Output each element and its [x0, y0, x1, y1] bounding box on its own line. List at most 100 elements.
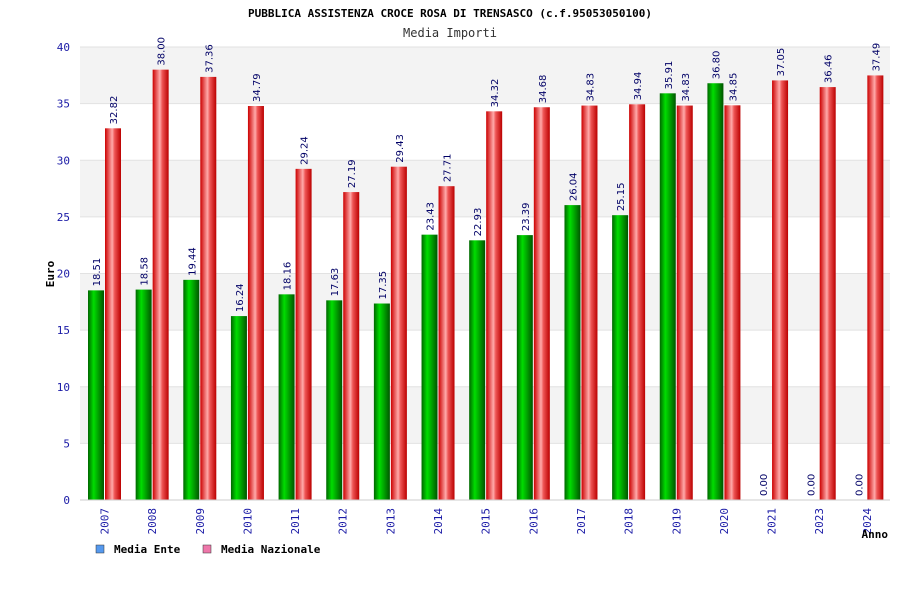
- bar-media-nazionale-2015: [486, 111, 503, 501]
- x-tick-label: 2013: [384, 508, 397, 535]
- value-label: 29.43: [395, 134, 406, 163]
- x-tick-label: 2017: [575, 508, 588, 535]
- x-tick-label: 2012: [337, 508, 350, 535]
- bar-media-ente-2019: [659, 93, 676, 501]
- legend: Media Ente Media Nazionale: [95, 543, 321, 556]
- value-label: 25.15: [616, 183, 627, 212]
- value-label: 34.94: [633, 72, 644, 101]
- bars: [88, 69, 884, 501]
- bar-media-nazionale-2024: [867, 75, 884, 500]
- y-axis-ticks: 0 5 10 15 20 25 30 35 40: [57, 41, 70, 507]
- value-label: 34.83: [585, 73, 596, 102]
- bar-media-ente-2011: [278, 294, 295, 500]
- value-label: 34.79: [252, 73, 263, 102]
- value-label: 23.39: [521, 202, 532, 231]
- value-label: 29.24: [300, 136, 311, 165]
- bar-media-nazionale-2011: [295, 168, 312, 500]
- value-label: 37.05: [776, 48, 787, 77]
- bar-media-ente-2007: [88, 290, 104, 500]
- y-tick-label: 40: [57, 41, 70, 54]
- value-label: 35.91: [664, 61, 675, 90]
- bar-media-nazionale-2012: [343, 192, 360, 501]
- bar-media-ente-2012: [326, 300, 343, 500]
- value-label: 26.04: [568, 172, 579, 201]
- bar-media-ente-2008: [135, 289, 152, 500]
- value-label: 36.46: [824, 54, 835, 83]
- value-label: 37.36: [204, 44, 215, 73]
- bar-media-ente-2009: [183, 279, 200, 500]
- value-label: 16.24: [235, 283, 246, 312]
- y-tick-label: 20: [57, 268, 70, 281]
- value-label: 17.35: [378, 271, 389, 300]
- value-label: 18.16: [283, 262, 294, 291]
- bar-media-nazionale-2008: [152, 69, 169, 501]
- x-tick-label: 2009: [194, 508, 207, 535]
- bar-media-nazionale-2014: [438, 186, 455, 500]
- value-label: 37.49: [871, 43, 882, 72]
- x-tick-label: 2018: [623, 508, 636, 535]
- bar-media-ente-2016: [516, 235, 533, 500]
- bar-media-nazionale-2010: [247, 106, 264, 501]
- x-tick-label: 2024: [861, 508, 874, 535]
- x-tick-label: 2007: [99, 508, 112, 535]
- bar-media-nazionale-2009: [200, 76, 217, 500]
- value-label: 0.00: [854, 474, 865, 496]
- y-tick-label: 25: [57, 211, 70, 224]
- value-label: 36.80: [711, 51, 722, 80]
- bar-media-nazionale-2023: [819, 87, 836, 500]
- x-tick-label: 2016: [527, 508, 540, 535]
- value-label: 18.58: [140, 257, 151, 286]
- value-label: 38.00: [157, 37, 168, 66]
- bar-media-ente-2010: [230, 316, 247, 500]
- x-tick-label: 2020: [718, 508, 731, 535]
- y-tick-label: 30: [57, 154, 70, 167]
- bar-media-nazionale-2019: [676, 105, 693, 501]
- x-axis-label: Anno: [862, 528, 889, 541]
- x-tick-label: 2010: [241, 508, 254, 535]
- value-label: 34.68: [538, 75, 549, 104]
- value-label: 34.83: [681, 73, 692, 102]
- value-label: 0.00: [807, 474, 818, 496]
- x-tick-label: 2008: [146, 508, 159, 535]
- x-tick-label: 2015: [480, 508, 493, 535]
- bar-media-nazionale-2016: [533, 107, 550, 501]
- value-label: 23.43: [426, 202, 437, 231]
- value-label: 32.82: [109, 96, 120, 125]
- bar-media-nazionale-2017: [581, 105, 598, 501]
- bar-media-nazionale-2013: [390, 166, 407, 500]
- x-tick-label: 2014: [432, 508, 445, 535]
- y-tick-label: 5: [63, 437, 70, 450]
- bar-media-ente-2020: [707, 83, 724, 501]
- y-axis-label: Euro: [44, 260, 57, 287]
- bar-media-nazionale-2021: [772, 80, 789, 500]
- value-label: 27.71: [443, 154, 454, 183]
- legend-swatch-media-nazionale: [202, 544, 212, 554]
- bar-media-nazionale-2020: [724, 105, 741, 500]
- x-axis-ticks: 2007 2008 2009 2010 2011 2012 2013 2014 2015 2016…: [99, 508, 874, 535]
- y-tick-label: 15: [57, 324, 70, 337]
- legend-label-media-ente: Media Ente: [114, 543, 181, 556]
- y-tick-label: 35: [57, 98, 70, 111]
- value-label: 34.85: [728, 73, 739, 102]
- value-label: 34.32: [490, 79, 501, 108]
- bar-media-ente-2014: [421, 234, 438, 500]
- x-tick-label: 2019: [670, 508, 683, 535]
- y-tick-label: 0: [63, 494, 70, 507]
- value-label: 19.44: [187, 247, 198, 276]
- value-label: 22.93: [473, 208, 484, 237]
- bar-media-ente-2017: [564, 205, 581, 501]
- value-labels: 18.51 32.82 18.58 38.00 19.44 37.36 16.24 34.79…: [92, 37, 882, 496]
- value-label: 17.63: [330, 268, 341, 297]
- legend-swatch-media-ente: [95, 544, 105, 554]
- legend-label-media-nazionale: Media Nazionale: [221, 543, 321, 556]
- value-label: 0.00: [759, 474, 770, 496]
- chart-title: PUBBLICA ASSISTENZA CROCE ROSA DI TRENSA…: [248, 7, 652, 20]
- bar-media-nazionale-2018: [629, 104, 646, 500]
- x-tick-label: 2011: [289, 508, 302, 535]
- value-label: 27.19: [347, 159, 358, 188]
- chart-subtitle: Media Importi: [403, 26, 497, 40]
- bar-media-ente-2015: [469, 240, 486, 500]
- x-tick-label: 2021: [766, 508, 779, 535]
- value-label: 18.51: [92, 258, 103, 287]
